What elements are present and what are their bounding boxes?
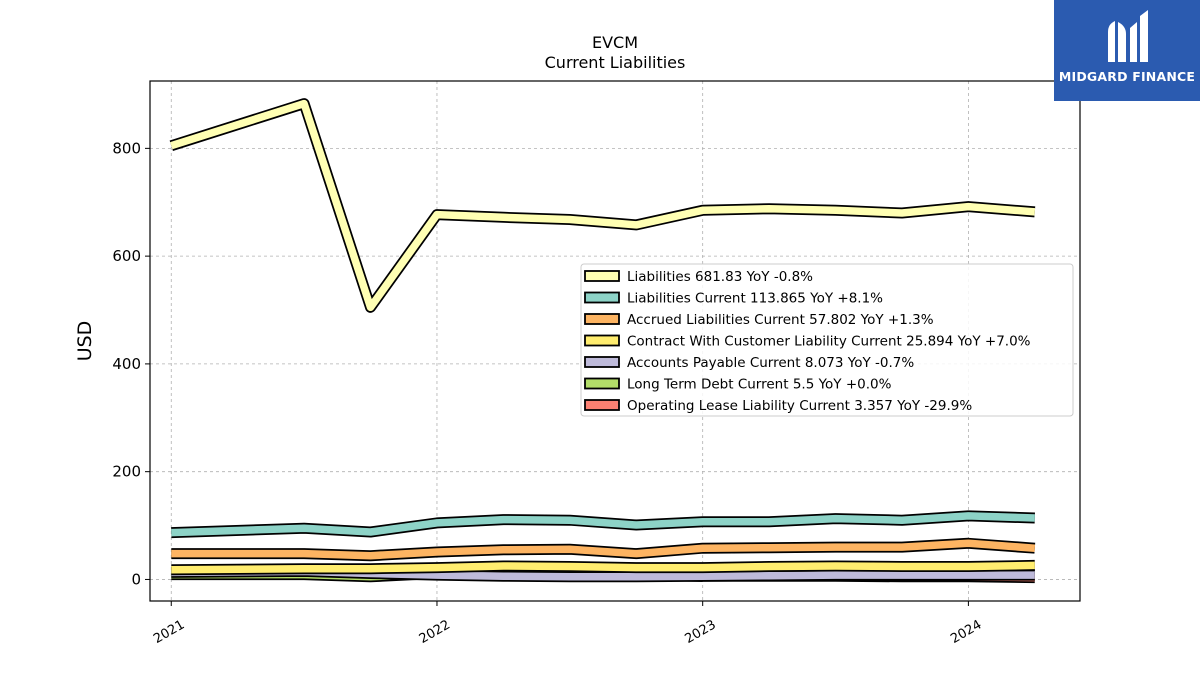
x-tick-label: 2021	[151, 617, 187, 647]
legend-label: Long Term Debt Current 5.5 YoY +0.0%	[627, 377, 892, 393]
chart-title: EVCM	[592, 33, 638, 52]
y-axis-label: USD	[74, 321, 96, 362]
series-contract-with-customer-liability-current	[171, 559, 1035, 576]
series-line	[171, 539, 1036, 560]
legend-swatch	[584, 270, 620, 282]
legend-frame	[580, 263, 1074, 417]
y-tick-label: 200	[112, 463, 141, 481]
series-line	[171, 561, 1035, 574]
series-line	[170, 99, 1036, 312]
legend-swatch	[584, 334, 620, 347]
legend-item: Accounts Payable Current 8.073 YoY -0.7%	[584, 355, 914, 371]
series-liabilities-current	[171, 510, 1035, 539]
series-accrued-liabilities-current	[171, 537, 1036, 562]
legend-label: Liabilities 681.83 YoY -0.8%	[627, 269, 813, 285]
legend-swatch	[584, 399, 620, 411]
legend-item: Contract With Customer Liability Current…	[584, 334, 1031, 350]
legend-item: Operating Lease Liability Current 3.357 …	[584, 398, 972, 414]
legend-swatch	[584, 377, 620, 390]
legend-label: Accounts Payable Current 8.073 YoY -0.7%	[627, 355, 914, 371]
brand-name: MIDGARD FINANCE	[1058, 69, 1196, 84]
legend-label: Operating Lease Liability Current 3.357 …	[627, 398, 972, 414]
y-tick-label: 800	[112, 139, 141, 157]
legend-item: Accrued Liabilities Current 57.802 YoY +…	[584, 312, 934, 328]
y-tick-label: 0	[131, 570, 141, 588]
series-layer	[169, 98, 1036, 584]
mf-monogram-icon	[1108, 10, 1148, 62]
x-tick-label: 2022	[417, 617, 453, 647]
y-tick-label: 600	[112, 247, 141, 265]
legend-swatch	[584, 291, 620, 304]
legend-item: Long Term Debt Current 5.5 YoY +0.0%	[584, 377, 892, 393]
legend-item: Liabilities 681.83 YoY -0.8%	[584, 269, 813, 285]
brand-logo: MIDGARD FINANCE	[1054, 0, 1200, 101]
legend-item: Liabilities Current 113.865 YoY +8.1%	[584, 291, 883, 307]
legend-label: Liabilities Current 113.865 YoY +8.1%	[627, 291, 883, 307]
x-tick-label: 2024	[948, 617, 984, 647]
legend-swatch	[584, 356, 620, 368]
chart-subtitle: Current Liabilities	[545, 53, 686, 72]
series-line	[171, 512, 1035, 537]
legend-label: Accrued Liabilities Current 57.802 YoY +…	[627, 312, 934, 328]
series-liabilities	[169, 98, 1036, 313]
y-axis-ticks: 0 200 400 600 800	[112, 139, 150, 588]
x-axis-ticks: 2021 2022 2023 2024	[151, 601, 984, 647]
x-tick-label: 2023	[683, 617, 719, 647]
y-tick-label: 400	[112, 355, 141, 373]
plot-frame	[149, 80, 1081, 602]
legend-swatch	[584, 313, 620, 325]
legend-label: Contract With Customer Liability Current…	[627, 334, 1031, 350]
legend: Liabilities 681.83 YoY -0.8% Liabilities …	[580, 263, 1074, 417]
